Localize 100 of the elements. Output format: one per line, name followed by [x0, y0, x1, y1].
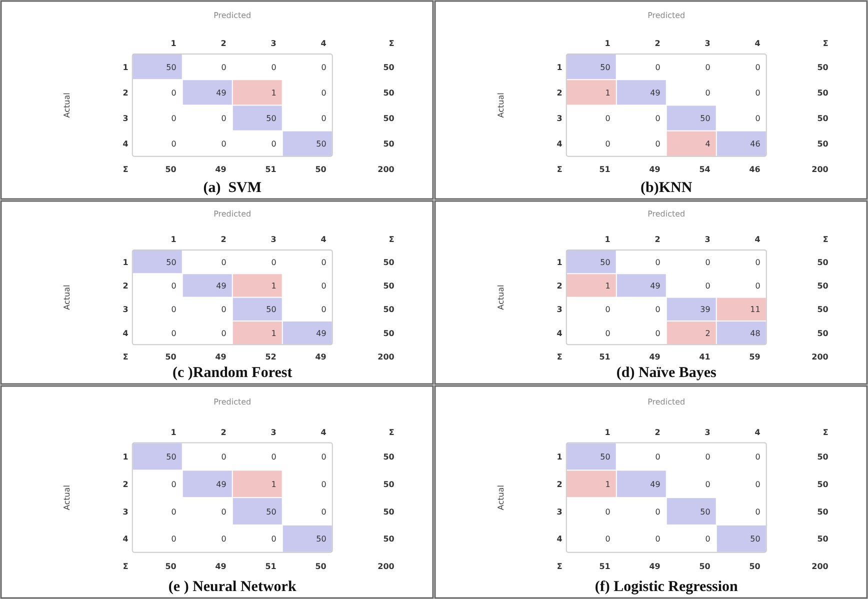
data-label: 200	[812, 562, 829, 572]
data-label: 0	[605, 534, 610, 544]
y-tick-label: Σ	[556, 352, 562, 362]
data-label: 49	[215, 352, 227, 362]
x-axis-title: Predicted	[214, 210, 252, 219]
data-label: 50	[817, 480, 829, 489]
data-label: 0	[221, 258, 226, 267]
y-tick-label: 2	[556, 281, 562, 290]
data-label: 49	[216, 480, 226, 489]
x-tick-label: Σ	[822, 39, 828, 48]
data-label: 50	[383, 328, 395, 338]
data-label: 0	[605, 328, 610, 338]
data-label: 50	[600, 258, 610, 267]
text: (e ) Neural Network	[168, 579, 297, 595]
data-label: 49	[649, 562, 661, 572]
data-label: 0	[755, 88, 760, 98]
y-tick-label: 2	[122, 480, 128, 489]
x-tick-label: 3	[270, 428, 276, 437]
data-label: 1	[605, 88, 610, 98]
x-tick-label: Σ	[388, 428, 394, 437]
data-label: 0	[655, 114, 660, 123]
y-tick-label: 4	[122, 140, 129, 149]
data-label: 0	[321, 480, 326, 489]
x-tick-label: 4	[754, 234, 761, 244]
x-tick-label: 1	[170, 428, 177, 437]
data-label: 0	[321, 258, 326, 267]
data-label: 0	[755, 507, 760, 516]
data-label: 59	[749, 352, 761, 362]
data-label: 41	[699, 352, 711, 362]
data-label: 50	[316, 534, 326, 544]
data-label: 49	[216, 88, 226, 98]
data-label: 50	[750, 534, 760, 544]
data-label: 0	[221, 507, 226, 516]
data-label: 0	[605, 140, 610, 149]
y-tick-label: 2	[556, 88, 562, 98]
y-axis-title: Actual	[62, 92, 72, 118]
data-label: 50	[600, 452, 610, 462]
data-label: 1	[271, 328, 276, 338]
data-label: 46	[750, 140, 760, 149]
data-label: 0	[655, 305, 660, 314]
y-tick-label: 1	[122, 258, 129, 267]
data-label: 50	[383, 114, 395, 123]
data-label: 0	[321, 114, 326, 123]
y-tick-label: 3	[556, 114, 562, 123]
data-label: 1	[271, 88, 276, 98]
data-label: 0	[171, 281, 176, 290]
x-axis-title: Predicted	[214, 11, 252, 20]
y-tick-label: Σ	[556, 165, 562, 174]
text: (a) SVM	[203, 180, 262, 196]
x-tick-label: 1	[604, 39, 611, 48]
y-tick-label: 3	[556, 507, 562, 516]
data-label: 200	[378, 562, 395, 572]
data-label: 50	[165, 562, 177, 572]
x-tick-label: 1	[170, 234, 177, 244]
data-label: 0	[171, 305, 176, 314]
data-label: 0	[171, 480, 176, 489]
x-tick-label: 3	[704, 234, 710, 244]
data-label: 50	[383, 305, 395, 314]
data-label: 0	[171, 507, 176, 516]
y-tick-label: 4	[556, 140, 563, 149]
data-label: 50	[166, 258, 176, 267]
y-axis-title: Actual	[496, 284, 506, 310]
data-label: 50	[600, 62, 610, 72]
data-label: 50	[266, 114, 276, 123]
y-tick-label: 3	[122, 114, 128, 123]
x-tick-label: 2	[220, 234, 226, 244]
x-tick-label: 1	[604, 234, 611, 244]
data-label: 50	[817, 258, 829, 267]
data-label: 50	[749, 562, 761, 572]
x-axis-title: Predicted	[648, 11, 686, 20]
data-label: 51	[265, 165, 277, 174]
data-label: 50	[166, 62, 176, 72]
data-label: 49	[650, 281, 660, 290]
data-label: 49	[216, 281, 226, 290]
x-tick-label: 3	[270, 234, 276, 244]
data-label: 0	[221, 140, 226, 149]
x-tick-label: Σ	[822, 234, 828, 244]
data-label: 0	[171, 114, 176, 123]
data-label: 49	[650, 88, 660, 98]
y-tick-label: 3	[122, 305, 128, 314]
data-label: 0	[655, 258, 660, 267]
x-tick-label: Σ	[388, 39, 394, 48]
data-label: 0	[755, 452, 760, 462]
x-tick-label: 2	[220, 39, 226, 48]
data-label: 1	[605, 480, 610, 489]
data-label: 50	[817, 140, 829, 149]
data-label: 0	[271, 258, 276, 267]
data-label: 50	[383, 452, 395, 462]
data-label: 0	[171, 140, 176, 149]
data-label: 0	[171, 534, 176, 544]
data-label: 0	[655, 452, 660, 462]
data-label: 39	[700, 305, 710, 314]
x-axis-title: Predicted	[648, 210, 686, 219]
data-label: 0	[605, 305, 610, 314]
data-label: 0	[321, 507, 326, 516]
data-label: 0	[705, 62, 710, 72]
x-tick-label: Σ	[388, 234, 394, 244]
data-label: 46	[749, 165, 761, 174]
data-label: 0	[705, 534, 710, 544]
data-label: 50	[817, 281, 829, 290]
